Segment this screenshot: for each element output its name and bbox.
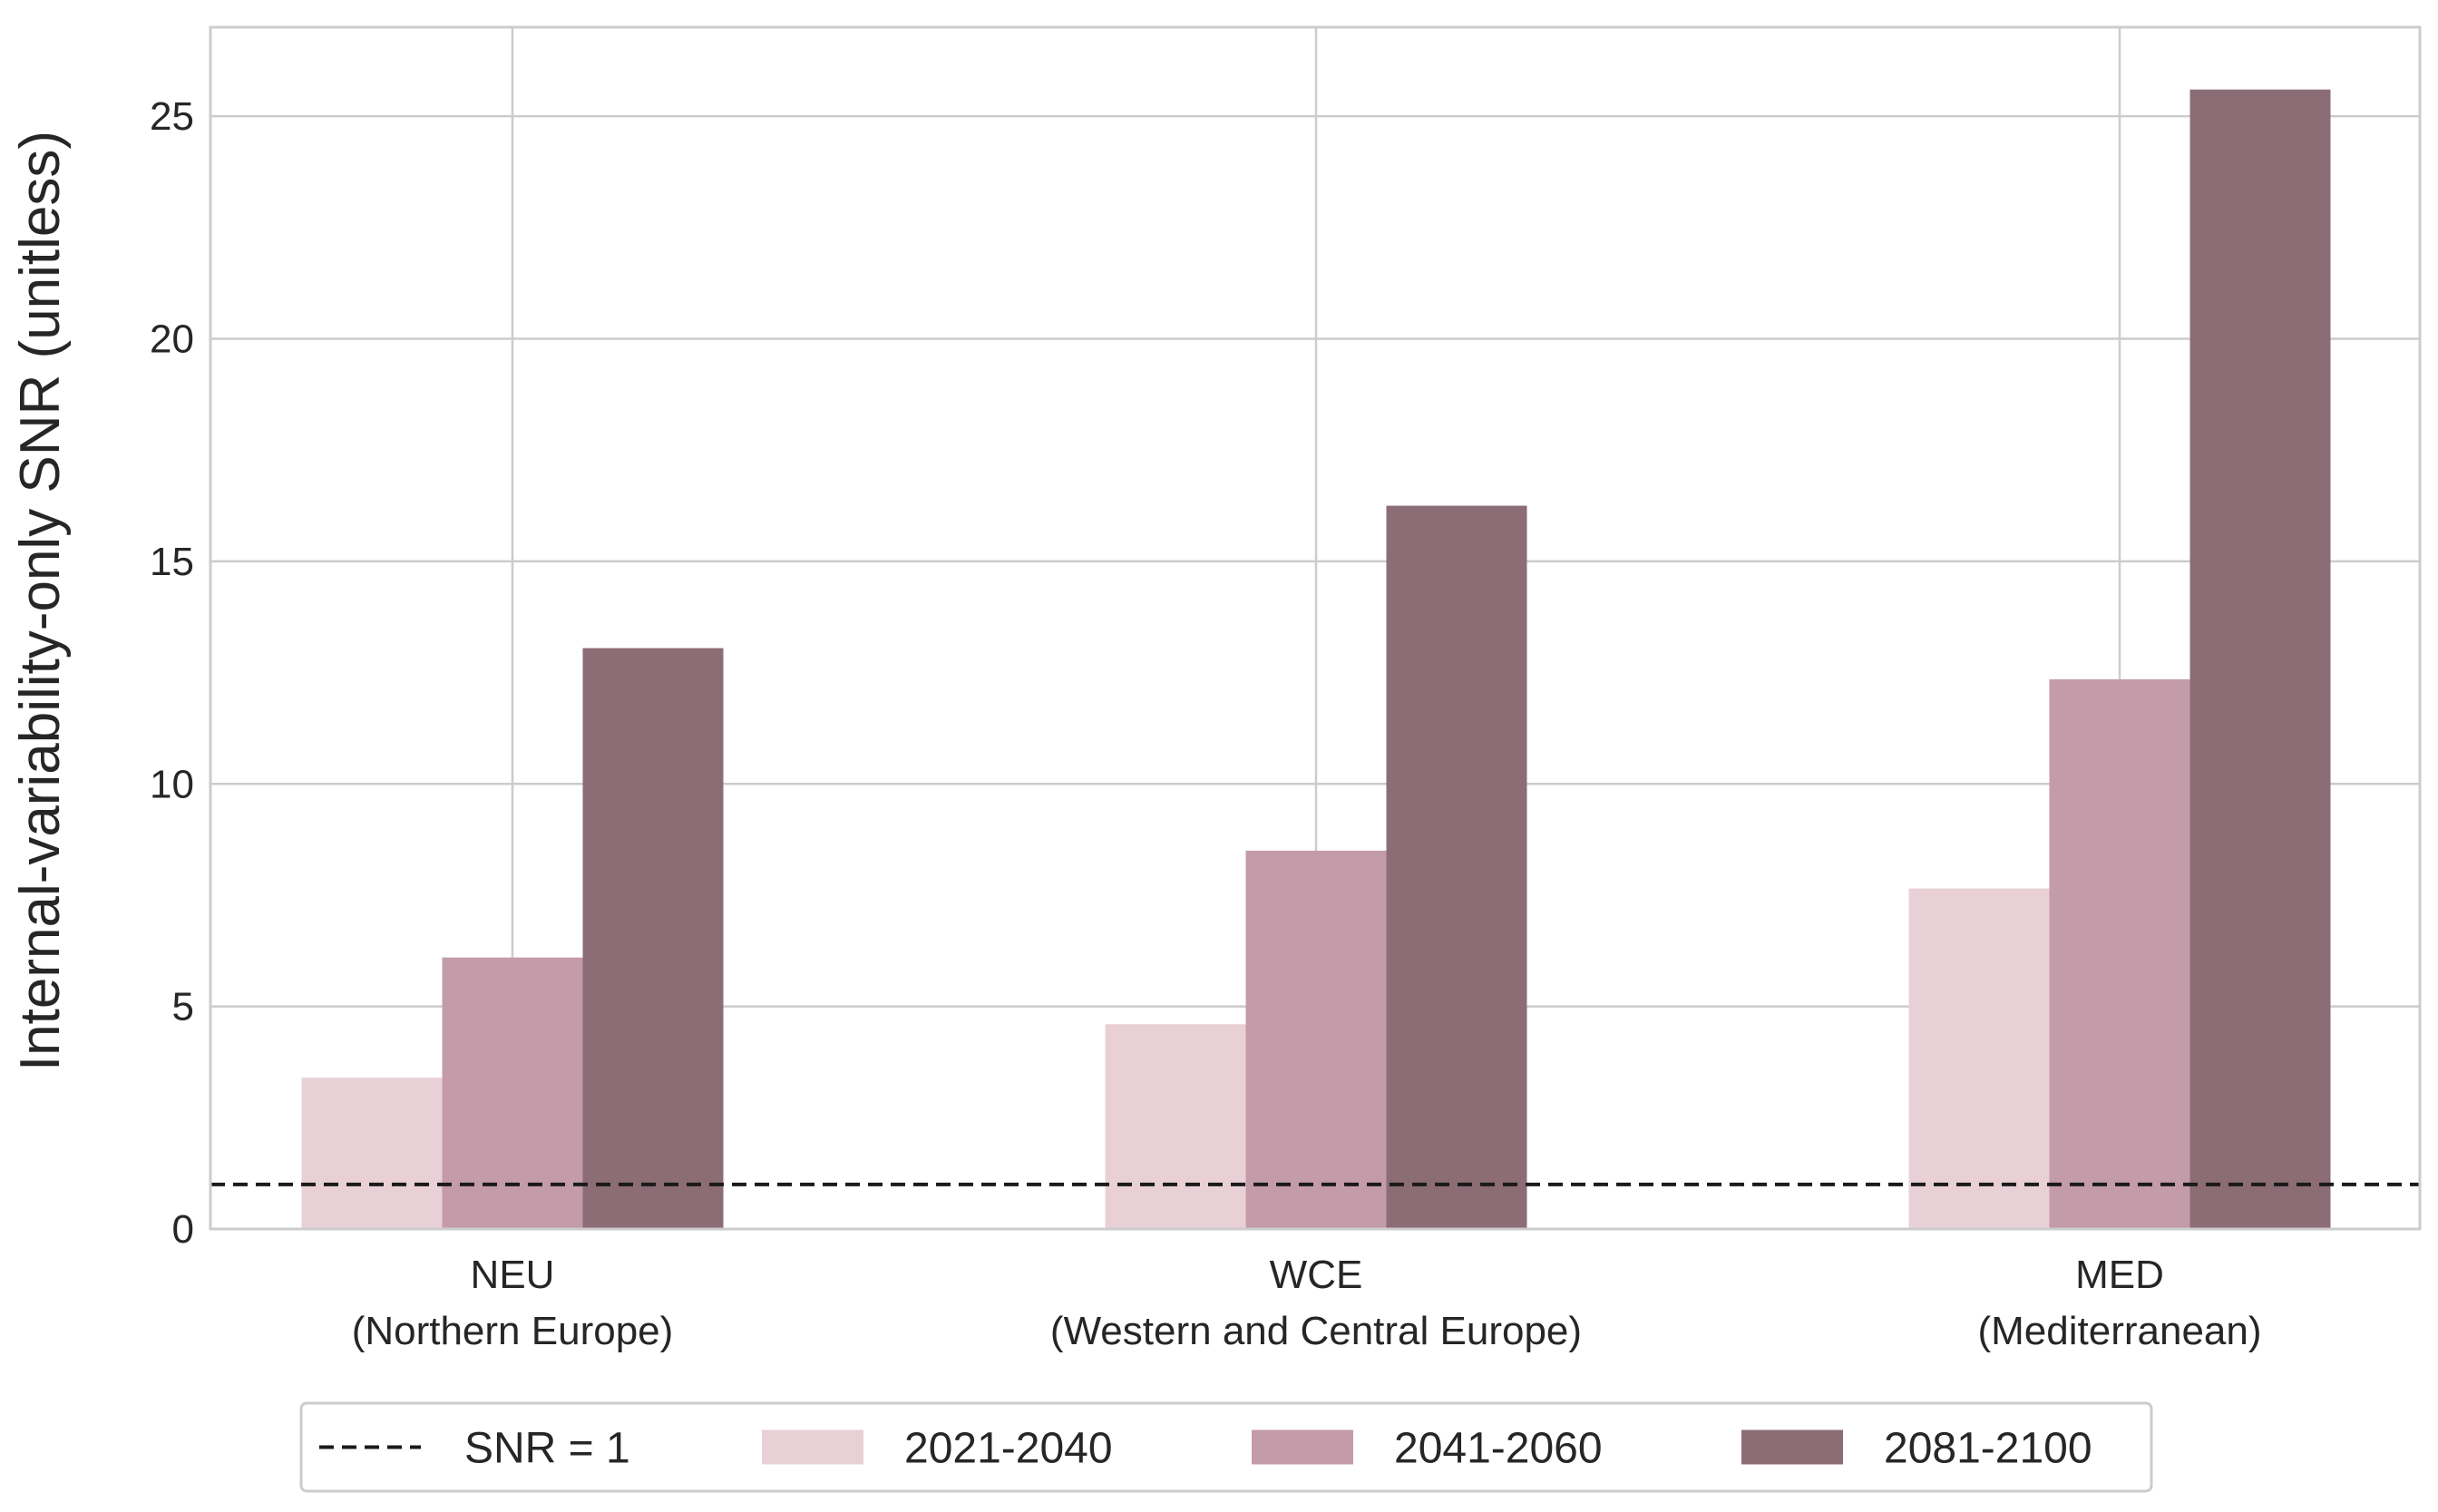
bar-2041-2060-0 <box>442 957 583 1229</box>
y-tick-label: 20 <box>150 317 194 362</box>
bars <box>301 89 2331 1229</box>
bar-2041-2060-1 <box>1245 850 1387 1229</box>
y-axis-label: Internal-variability-only SNR (unitless) <box>9 131 72 1071</box>
legend-label: 2081-2100 <box>1884 1425 2092 1473</box>
y-tick-labels: 0 5 10 15 20 25 <box>150 94 194 1252</box>
bar-2081-2100-1 <box>1386 505 1527 1229</box>
legend-label: 2041-2060 <box>1394 1425 1603 1473</box>
legend-box <box>299 1401 2153 1493</box>
legend: SNR = 1 2021-2040 2041-2060 2081-2100 <box>299 1401 2153 1493</box>
bar-2081-2100-0 <box>582 648 724 1229</box>
bar-2021-2040-2 <box>1908 888 2050 1229</box>
legend-patch-2041-2060 <box>1252 1429 1353 1465</box>
x-tick-label: MED (Mediterranean) <box>1977 1253 2261 1353</box>
bar-2021-2040-0 <box>301 1078 443 1229</box>
y-tick-label: 5 <box>172 985 194 1029</box>
y-tick-label: 25 <box>150 94 194 139</box>
legend-patch-2081-2100 <box>1741 1429 1843 1465</box>
bar-2041-2060-2 <box>2049 678 2190 1229</box>
bar-2021-2040-1 <box>1105 1024 1246 1229</box>
y-tick-label: 0 <box>172 1207 194 1252</box>
legend-label: 2021-2040 <box>904 1425 1113 1473</box>
y-tick-label: 10 <box>150 762 194 806</box>
x-tick-label: WCE (Western and Central Europe) <box>1050 1253 1582 1353</box>
y-tick-label: 15 <box>150 540 194 584</box>
plot-frame <box>209 25 2422 1231</box>
bar-2081-2100-2 <box>2189 89 2331 1229</box>
legend-patch-2021-2040 <box>762 1429 863 1465</box>
legend-label: SNR = 1 <box>464 1425 630 1473</box>
x-tick-label: NEU (Northern Europe) <box>352 1253 674 1353</box>
x-tick-labels: NEU (Northern Europe) WCE (Western and Cent… <box>352 1253 2262 1353</box>
